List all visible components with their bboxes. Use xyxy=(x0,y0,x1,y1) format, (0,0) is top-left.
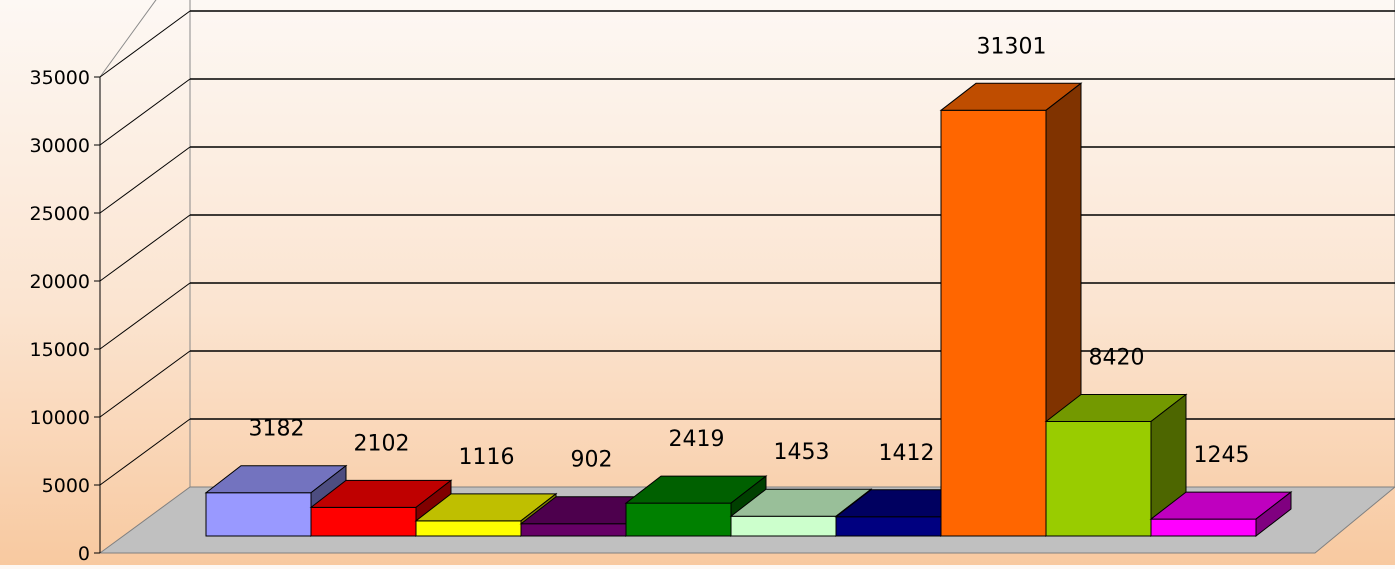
y-tick-label: 30000 xyxy=(30,135,90,157)
bar-front xyxy=(310,506,417,537)
data-label: 902 xyxy=(571,448,613,473)
data-label: 2102 xyxy=(354,431,410,456)
bar-front xyxy=(625,502,732,537)
bar-front xyxy=(835,516,942,537)
y-tick-label: 15000 xyxy=(30,339,90,361)
gridline-diagonal xyxy=(99,350,191,418)
data-label: 1453 xyxy=(774,440,830,465)
data-label: 1116 xyxy=(459,445,515,470)
bar xyxy=(1149,491,1293,538)
data-label: 1245 xyxy=(1194,443,1250,468)
bar-front xyxy=(1150,518,1257,537)
gridline-diagonal xyxy=(99,282,191,350)
data-label: 31301 xyxy=(977,34,1047,59)
bar-front xyxy=(205,492,312,537)
gridline-diagonal xyxy=(99,146,191,214)
data-label: 8420 xyxy=(1089,345,1145,370)
data-labels: 3182 2102 1116 902 2419 1453 1412 31301 8420 1245 xyxy=(249,34,1250,472)
bar xyxy=(309,479,453,538)
chart-walls xyxy=(99,0,1395,488)
data-label: 3182 xyxy=(249,417,305,442)
bar-front xyxy=(940,109,1047,537)
back-wall xyxy=(189,0,1395,488)
bar-front xyxy=(1045,420,1152,537)
y-tick-label: 35000 xyxy=(30,67,90,89)
data-label: 1412 xyxy=(879,441,935,466)
gridlines xyxy=(99,10,1395,486)
side-wall-top-edge xyxy=(99,0,157,78)
y-axis: 0 5000 10000 15000 20000 25000 30000 35000 xyxy=(30,67,101,565)
gridline-diagonal xyxy=(99,78,191,146)
gridline-diagonal xyxy=(99,418,191,486)
gridline-diagonal xyxy=(99,214,191,282)
bar-side xyxy=(1255,491,1292,538)
y-tick-label: 25000 xyxy=(30,203,90,225)
y-tick-label: 10000 xyxy=(30,407,90,429)
data-label: 2419 xyxy=(669,427,725,452)
gridline-diagonal xyxy=(99,10,191,78)
bar-front xyxy=(730,515,837,537)
bar-front xyxy=(520,523,627,537)
bars xyxy=(204,82,1293,538)
bar xyxy=(939,82,1083,538)
y-tick-label: 20000 xyxy=(30,271,90,293)
y-tick-label: 5000 xyxy=(42,475,90,497)
y-tick-label: 0 xyxy=(78,543,90,565)
bar-front xyxy=(415,520,522,537)
